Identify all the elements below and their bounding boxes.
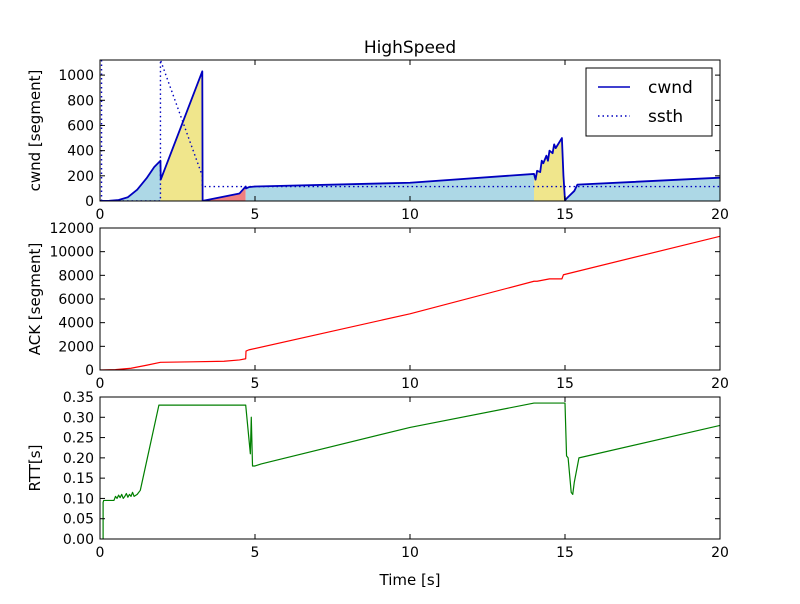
ack-xtick-label-4: 20 xyxy=(711,376,729,392)
ack-ytick-label-0: 0 xyxy=(85,363,94,379)
phase-region-0-slow-start xyxy=(100,160,161,201)
rtt-ytick-label-4: 0.20 xyxy=(63,451,94,467)
rtt-ytick-label-7: 0.35 xyxy=(63,390,94,406)
legend-label-ssth: ssth xyxy=(648,107,683,127)
legend-label-cwnd: cwnd xyxy=(648,78,693,98)
cwnd-ytick-label-3: 600 xyxy=(67,118,94,134)
phase-region-3-slow-start xyxy=(245,173,534,201)
rtt-xtick-label-1: 5 xyxy=(251,545,260,561)
ack-xtick-label-1: 5 xyxy=(251,376,260,392)
chart-legend: cwnd ssth xyxy=(585,67,713,137)
ack-xtick-label-2: 10 xyxy=(401,376,419,392)
legend-box xyxy=(585,67,713,137)
cwnd-ytick-label-1: 200 xyxy=(67,169,94,185)
cwnd-ytick-label-4: 800 xyxy=(67,93,94,109)
rtt-xtick-label-4: 20 xyxy=(711,545,729,561)
rtt-xtick-label-3: 15 xyxy=(556,545,574,561)
rtt-y-axis-label: RTT[s] xyxy=(26,445,44,492)
ack-ytick-label-4: 8000 xyxy=(58,268,94,284)
cwnd-xtick-label-1: 5 xyxy=(251,207,260,223)
cwnd-series-cwnd xyxy=(100,70,720,201)
phase-region-2-fast-recovery xyxy=(202,71,246,201)
rtt-ytick-label-6: 0.30 xyxy=(63,410,94,426)
rtt-axes-frame xyxy=(99,396,721,540)
ack-ytick-label-1: 2000 xyxy=(58,339,94,355)
rtt-xtick-label-0: 0 xyxy=(96,545,105,561)
rtt-ytick-label-5: 0.25 xyxy=(63,431,94,447)
cwnd-y-axis-label: cwnd [segment] xyxy=(26,70,44,192)
phase-region-4-congestion-avoidance xyxy=(534,138,565,201)
rtt-ytick-label-0: 0.00 xyxy=(63,532,94,548)
x-axis-label: Time [s] xyxy=(379,571,441,589)
rtt-ytick-label-1: 0.05 xyxy=(63,512,94,528)
ack-xtick-label-3: 15 xyxy=(556,376,574,392)
cwnd-xtick-label-3: 15 xyxy=(556,207,574,223)
cwnd-ytick-label-2: 400 xyxy=(67,144,94,160)
cwnd-xtick-label-2: 10 xyxy=(401,207,419,223)
cwnd-ytick-label-0: 0 xyxy=(85,194,94,210)
rtt-ytick-label-3: 0.15 xyxy=(63,471,94,487)
cwnd-xtick-label-4: 20 xyxy=(711,207,729,223)
ack-series-ack xyxy=(100,235,720,370)
rtt-series-rtt xyxy=(102,402,720,539)
ack-ytick-label-3: 6000 xyxy=(58,292,94,308)
chart-title: HighSpeed xyxy=(364,38,456,58)
ack-panel: 0 5 10 15 20 0 2000 4000 6000 8000 10000 12000 ACK [… xyxy=(26,221,729,392)
ack-ytick-label-6: 12000 xyxy=(49,221,94,237)
cwnd-xtick-label-0: 0 xyxy=(96,207,105,223)
ack-y-axis-label: ACK [segment] xyxy=(26,243,44,356)
rtt-ytick-label-2: 0.10 xyxy=(63,491,94,507)
ack-axes-frame xyxy=(99,227,721,371)
ack-ytick-label-2: 4000 xyxy=(58,316,94,332)
phase-region-1-congestion-avoidance xyxy=(160,71,203,201)
ack-xtick-label-0: 0 xyxy=(96,376,105,392)
rtt-panel: 0 5 10 15 20 0.00 0.05 0.10 0.15 0.20 0.25 0.30 0.35… xyxy=(26,390,729,561)
ack-ytick-label-5: 10000 xyxy=(49,245,94,261)
cwnd-ytick-label-5: 1000 xyxy=(58,68,94,84)
rtt-xtick-label-2: 10 xyxy=(401,545,419,561)
